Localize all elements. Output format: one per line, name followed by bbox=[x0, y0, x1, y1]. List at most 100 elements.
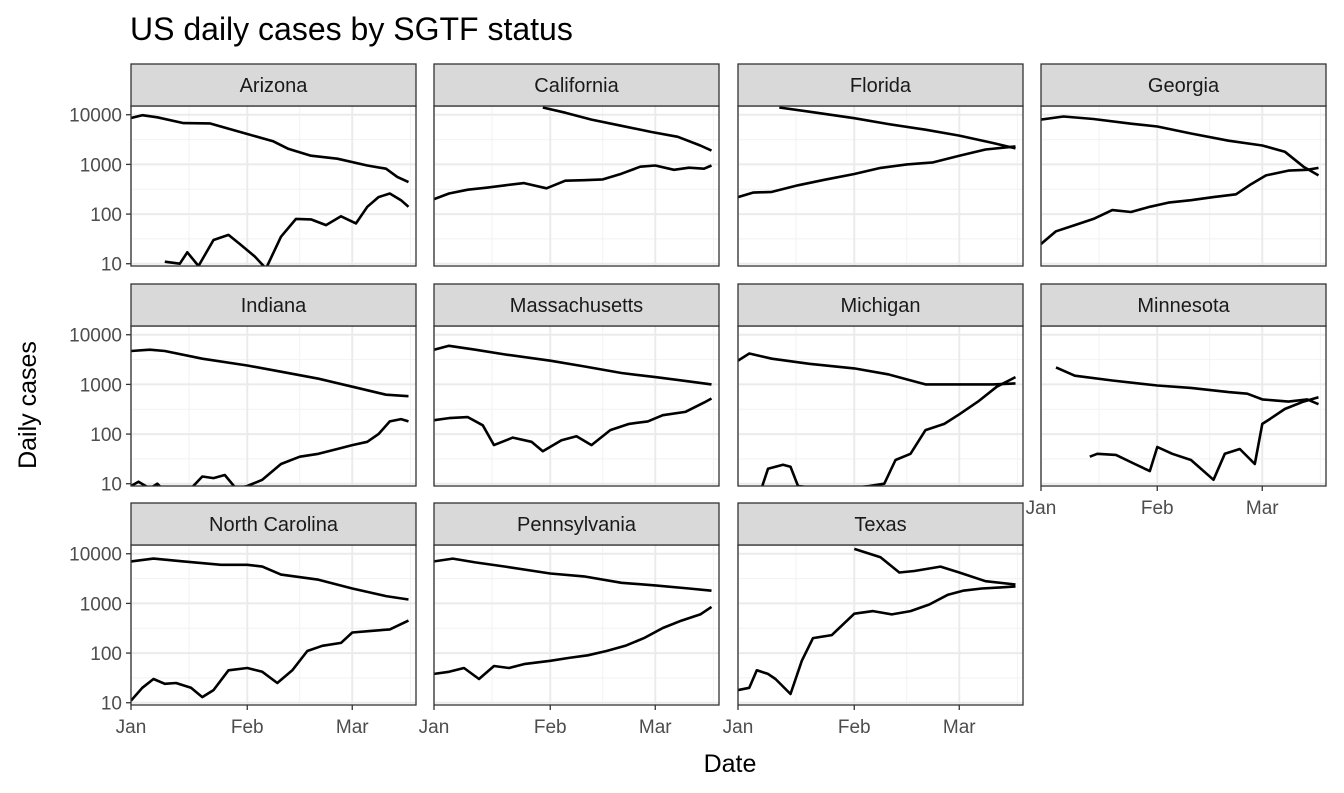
y-axis-title: Daily cases bbox=[14, 341, 42, 469]
facet-label: North Carolina bbox=[209, 514, 339, 536]
x-tick-label: Jan bbox=[116, 717, 147, 738]
panel-background bbox=[1041, 326, 1326, 486]
series-line bbox=[738, 352, 1016, 386]
series-line bbox=[1041, 115, 1320, 177]
y-tick-label: 1000 bbox=[80, 155, 122, 176]
y-tick-label: 10 bbox=[101, 255, 122, 276]
facet-panel: Indiana 10 100 1000 10000 bbox=[69, 283, 417, 496]
y-tick-label: 100 bbox=[90, 425, 122, 446]
series-group bbox=[1041, 115, 1320, 245]
series-line bbox=[434, 344, 712, 386]
series-line bbox=[1041, 166, 1319, 245]
facet-label: Michigan bbox=[840, 295, 920, 317]
facet-strip bbox=[1040, 283, 1327, 327]
panel-background bbox=[1041, 106, 1326, 266]
facet-label: California bbox=[534, 75, 619, 97]
x-tick-label: Mar bbox=[1246, 498, 1279, 519]
facet-strip bbox=[433, 502, 720, 546]
facet-label: Texas bbox=[854, 514, 906, 536]
facet-label: Georgia bbox=[1148, 75, 1220, 97]
facet-panel: Arizona 10 100 1000 10000 bbox=[69, 63, 417, 276]
x-tick-label: Jan bbox=[1026, 498, 1057, 519]
facet-panel: Minnesota Jan Feb Mar bbox=[1026, 283, 1327, 519]
y-tick-label: 10000 bbox=[69, 106, 122, 127]
x-tick-label: Feb bbox=[534, 717, 567, 738]
series-group bbox=[738, 547, 1016, 696]
series-line bbox=[131, 557, 409, 601]
chart-title: US daily cases by SGTF status bbox=[130, 11, 573, 47]
facet-panel: Georgia bbox=[1040, 63, 1327, 267]
facet-panel: Pennsylvania Jan Feb Mar bbox=[419, 502, 720, 738]
series-line bbox=[738, 145, 1016, 199]
series-line bbox=[131, 113, 410, 184]
series-group bbox=[131, 113, 410, 266]
series-line bbox=[164, 192, 410, 266]
x-tick-label: Jan bbox=[419, 717, 450, 738]
series-line bbox=[738, 585, 1016, 696]
facet-label: Indiana bbox=[241, 295, 307, 317]
series-line bbox=[434, 557, 712, 592]
panel-background bbox=[738, 545, 1023, 705]
series-line bbox=[853, 547, 1016, 586]
series-line bbox=[434, 164, 713, 201]
series-line bbox=[434, 605, 713, 681]
series-line bbox=[779, 106, 1016, 150]
y-tick-label: 10000 bbox=[69, 545, 122, 566]
facet-strip bbox=[130, 63, 417, 107]
facet-label: Pennsylvania bbox=[517, 514, 637, 536]
y-tick-label: 100 bbox=[90, 205, 122, 226]
x-tick-label: Jan bbox=[723, 717, 754, 738]
series-group bbox=[738, 352, 1017, 486]
panel-background bbox=[738, 326, 1023, 486]
x-axis-title: Date bbox=[704, 750, 757, 778]
facet-strip bbox=[130, 283, 417, 327]
y-tick-label: 10 bbox=[101, 694, 122, 715]
facet-panels: Arizona 10 100 1000 10000 California Florida Ge… bbox=[69, 63, 1327, 738]
y-tick-label: 10 bbox=[101, 475, 122, 496]
x-tick-label: Feb bbox=[838, 717, 871, 738]
facet-panel: Massachusetts bbox=[433, 283, 720, 487]
facet-panel: Texas Jan Feb Mar bbox=[723, 502, 1024, 738]
facet-strip bbox=[737, 502, 1024, 546]
series-group bbox=[1055, 366, 1320, 482]
facet-panel: Michigan bbox=[737, 283, 1024, 487]
series-line bbox=[131, 417, 409, 486]
series-line bbox=[131, 619, 410, 702]
panel-background bbox=[738, 106, 1023, 266]
series-line bbox=[1055, 366, 1320, 406]
panel-background bbox=[434, 106, 719, 266]
series-group bbox=[131, 348, 409, 486]
series-group bbox=[434, 344, 713, 453]
facet-strip bbox=[433, 283, 720, 327]
facet-panel: California bbox=[433, 63, 720, 267]
y-tick-label: 100 bbox=[90, 644, 122, 665]
facet-strip bbox=[130, 502, 417, 546]
series-group bbox=[434, 557, 713, 681]
series-line bbox=[760, 375, 1017, 486]
x-tick-label: Feb bbox=[231, 717, 264, 738]
series-line bbox=[542, 106, 713, 152]
y-tick-label: 10000 bbox=[69, 326, 122, 347]
x-tick-label: Mar bbox=[336, 717, 369, 738]
x-tick-label: Feb bbox=[1141, 498, 1174, 519]
panel-background bbox=[131, 106, 416, 266]
facet-label: Massachusetts bbox=[510, 295, 643, 317]
facet-strip bbox=[737, 283, 1024, 327]
facet-strip bbox=[737, 63, 1024, 107]
series-line bbox=[434, 397, 713, 453]
panel-background bbox=[434, 545, 719, 705]
facet-panel: North Carolina 10 100 1000 10000 Jan Feb Mar bbox=[69, 502, 417, 738]
series-line bbox=[131, 348, 409, 398]
y-tick-label: 1000 bbox=[80, 594, 122, 615]
facet-panel: Florida bbox=[737, 63, 1024, 267]
series-line bbox=[1089, 396, 1319, 482]
facet-label: Florida bbox=[850, 75, 912, 97]
y-tick-label: 1000 bbox=[80, 375, 122, 396]
x-tick-label: Mar bbox=[943, 717, 976, 738]
series-group bbox=[131, 557, 410, 702]
x-tick-label: Mar bbox=[639, 717, 672, 738]
facet-label: Arizona bbox=[240, 75, 309, 97]
series-group bbox=[434, 106, 713, 201]
facet-strip bbox=[1040, 63, 1327, 107]
